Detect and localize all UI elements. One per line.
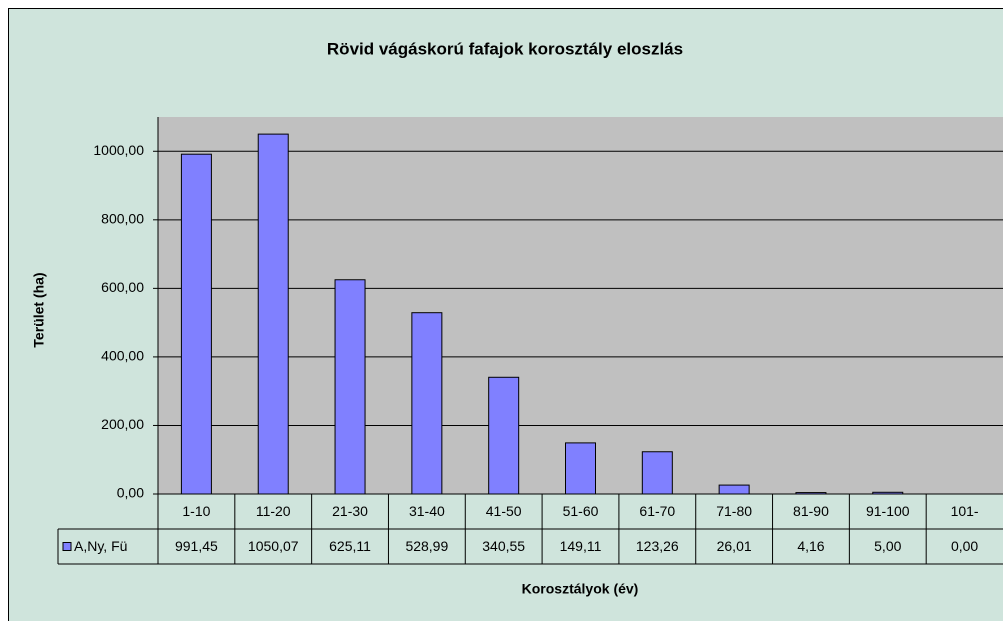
table-value: 528,99 — [405, 538, 448, 554]
x-tick-label: 101- — [951, 503, 979, 519]
bar — [718, 484, 750, 495]
table-value: 4,16 — [797, 538, 824, 554]
y-tick-label: 400,00 — [101, 348, 144, 364]
bar — [180, 153, 212, 495]
y-tick-label: 800,00 — [101, 211, 144, 227]
y-axis-label: Terület (ha) — [31, 272, 47, 347]
bar — [565, 442, 596, 495]
plot-area — [158, 117, 1003, 494]
x-tick-label: 41-50 — [486, 503, 522, 519]
y-tick-label: 200,00 — [101, 416, 144, 432]
bar — [411, 312, 443, 495]
x-tick-label: 71-80 — [716, 503, 752, 519]
y-tick-label: 1000,00 — [93, 142, 144, 158]
x-tick-label: 81-90 — [793, 503, 829, 519]
table-value: 26,01 — [717, 538, 752, 554]
bar — [641, 451, 673, 495]
x-tick-label: 11-20 — [256, 503, 291, 519]
x-tick-label: 61-70 — [639, 503, 675, 519]
bar — [257, 133, 289, 495]
table-value: 991,45 — [175, 538, 218, 554]
x-tick-label: 21-30 — [332, 503, 368, 519]
legend-label: A,Ny, Fü — [74, 538, 127, 554]
x-tick-label: 91-100 — [866, 503, 910, 519]
x-tick-label: 51-60 — [563, 503, 599, 519]
bar — [334, 279, 366, 495]
x-tick-label: 1-10 — [182, 503, 210, 519]
legend-key — [62, 542, 72, 551]
table-value: 340,55 — [482, 538, 525, 554]
table-value: 1050,07 — [248, 538, 299, 554]
table-value: 123,26 — [636, 538, 679, 554]
table-value: 5,00 — [874, 538, 901, 554]
y-tick-label: 600,00 — [101, 279, 144, 295]
table-value: 0,00 — [951, 538, 978, 554]
bar — [872, 491, 904, 495]
table-value: 625,11 — [329, 538, 371, 554]
x-axis-label: Korosztályok (év) — [522, 581, 639, 597]
table-value: 149,11 — [560, 538, 602, 554]
bar — [488, 376, 520, 495]
bar — [795, 492, 827, 495]
chart-title: Rövid vágáskorú fafajok korosztály elosz… — [327, 39, 683, 58]
y-tick-label: 0,00 — [117, 485, 144, 501]
x-tick-label: 31-40 — [409, 503, 445, 519]
